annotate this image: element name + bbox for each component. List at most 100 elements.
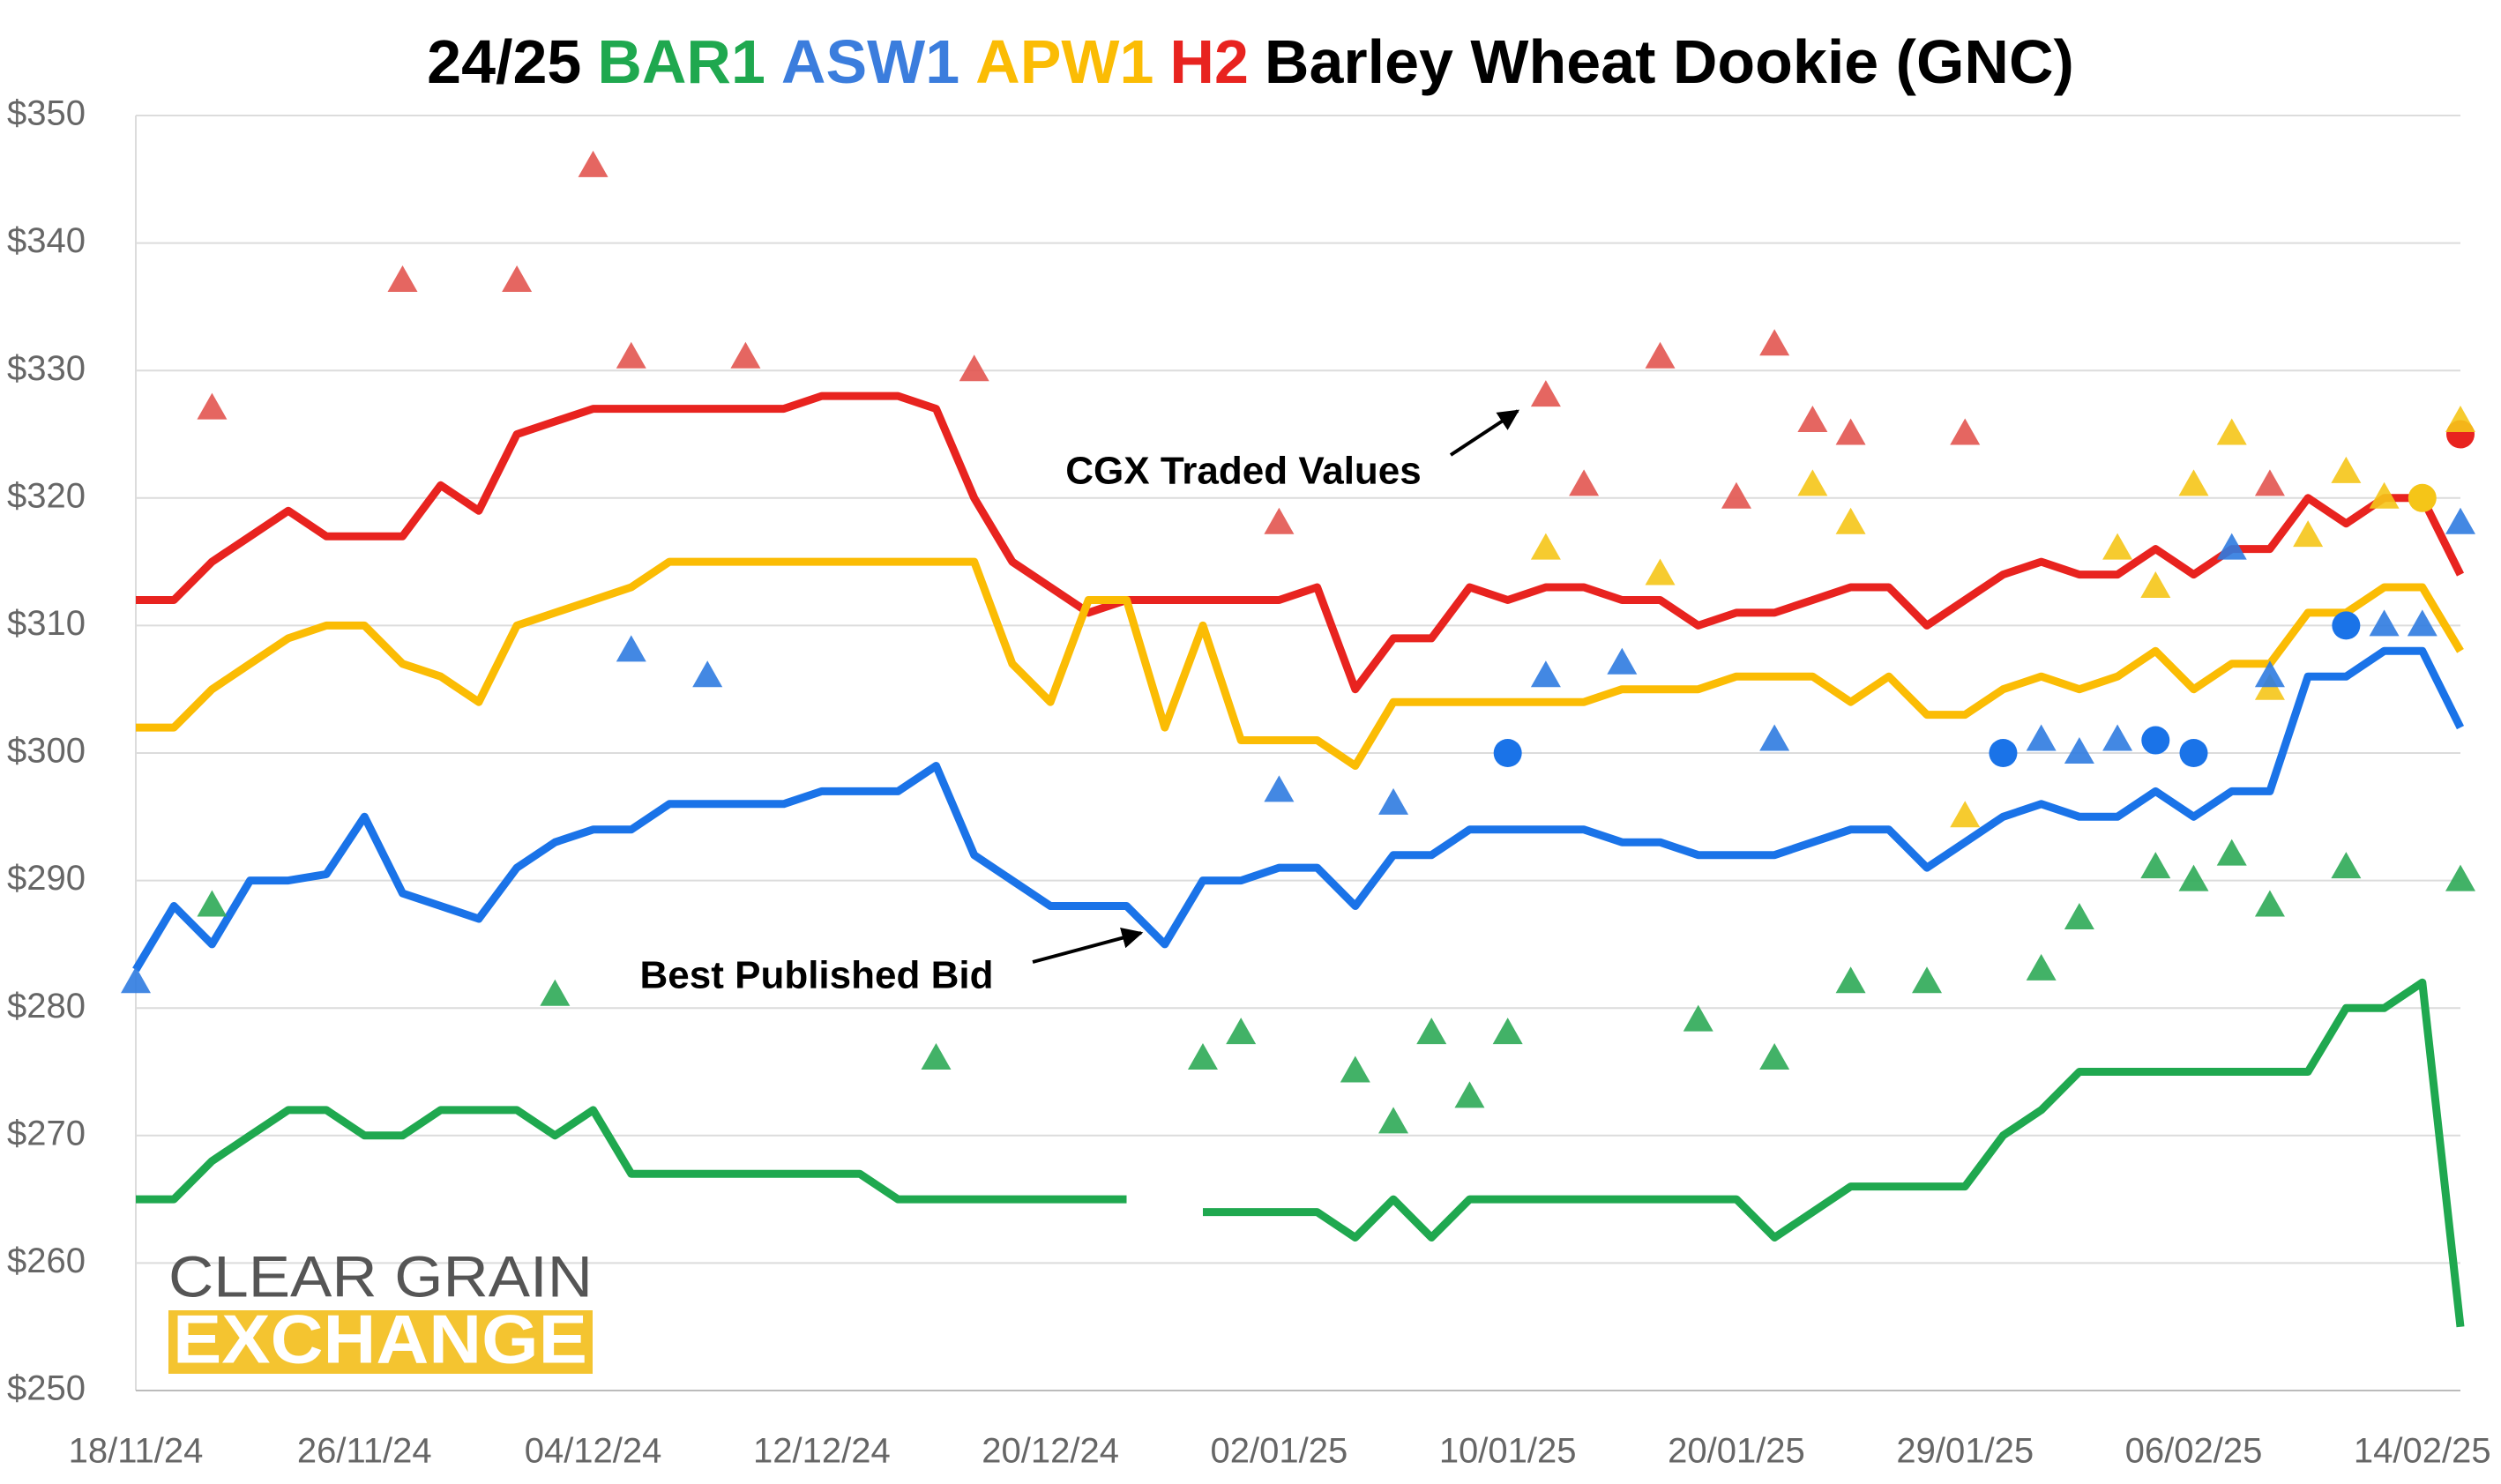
- traded-triangle: [2216, 839, 2247, 866]
- traded-triangle: [1797, 406, 1828, 433]
- title-part: BAR1: [597, 27, 765, 96]
- traded-triangle: [616, 341, 646, 369]
- traded-triangle: [2369, 609, 2400, 637]
- traded-circle: [1989, 739, 2018, 767]
- traded-triangle: [1454, 1081, 1485, 1108]
- traded-triangle: [2102, 533, 2133, 560]
- x-tick-label: 20/01/25: [1668, 1432, 1805, 1471]
- annotation: CGX Traded Values: [1065, 450, 1422, 493]
- traded-triangle: [1645, 558, 1676, 585]
- traded-triangle: [2369, 481, 2400, 509]
- x-tick-label: 04/12/24: [525, 1432, 662, 1471]
- x-tick-label: 29/01/25: [1896, 1432, 2034, 1471]
- y-tick-label: $270: [7, 1114, 86, 1152]
- x-tick-label: 10/01/25: [1439, 1432, 1577, 1471]
- traded-triangle: [2140, 852, 2171, 879]
- logo-bottom: EXCHANGE: [173, 1301, 587, 1378]
- traded-triangle: [540, 979, 571, 1006]
- y-tick-label: $310: [7, 604, 86, 643]
- traded-triangle: [2331, 456, 2362, 483]
- traded-triangle: [1797, 469, 1828, 496]
- traded-triangle: [2178, 864, 2209, 891]
- traded-triangle: [921, 1043, 952, 1070]
- traded-triangle: [1759, 724, 1790, 751]
- traded-triangle: [1530, 533, 1561, 560]
- traded-triangle: [2254, 469, 2285, 496]
- y-tick-label: $330: [7, 349, 86, 388]
- series-line: [136, 978, 2465, 1328]
- chart-title: 24/25 BAR1 ASW1 APW1 H2 Barley Wheat Dookie (…: [427, 27, 2074, 96]
- traded-triangle: [1530, 380, 1561, 407]
- traded-triangle: [1683, 1004, 1713, 1032]
- y-tick-label: $280: [7, 987, 86, 1025]
- x-tick-label: 20/12/24: [982, 1432, 1119, 1471]
- traded-triangle: [692, 660, 723, 688]
- x-tick-label: 14/02/25: [2354, 1432, 2491, 1471]
- traded-triangle: [2140, 571, 2171, 599]
- traded-triangle: [1912, 966, 1943, 994]
- traded-triangle: [2026, 953, 2057, 981]
- traded-triangle: [959, 354, 989, 382]
- traded-triangle: [1607, 647, 1638, 675]
- y-tick-label: $300: [7, 732, 86, 771]
- traded-triangle: [387, 265, 418, 292]
- traded-triangle: [1187, 1043, 1218, 1070]
- traded-triangle: [197, 392, 228, 420]
- series-line: [136, 392, 2465, 694]
- traded-triangle: [1264, 507, 1295, 534]
- y-tick-label: $340: [7, 221, 86, 260]
- series-line: [136, 557, 2464, 770]
- traded-triangle: [1645, 341, 1676, 369]
- traded-triangle: [197, 890, 228, 917]
- traded-triangle: [2254, 890, 2285, 917]
- traded-triangle: [616, 635, 646, 662]
- x-tick-label: 02/01/25: [1211, 1432, 1348, 1471]
- traded-triangle: [1759, 329, 1790, 356]
- title-part: ASW1: [781, 27, 959, 96]
- traded-triangle: [1950, 801, 1981, 828]
- traded-triangle: [1835, 418, 1866, 445]
- traded-triangle: [1759, 1043, 1790, 1070]
- logo-top: CLEAR GRAIN: [168, 1243, 593, 1309]
- annotation: Best Published Bid: [640, 954, 994, 997]
- traded-triangle: [1950, 418, 1981, 445]
- logo-box: [168, 1310, 593, 1374]
- x-tick-label: 12/12/24: [753, 1432, 891, 1471]
- traded-triangle: [2445, 406, 2475, 433]
- traded-triangle: [1416, 1018, 1447, 1045]
- traded-triangle: [1835, 507, 1866, 534]
- traded-triangle: [2293, 520, 2324, 548]
- traded-triangle: [578, 150, 608, 177]
- title-part: Barley Wheat Dookie (GNC): [1265, 27, 2074, 96]
- y-tick-label: $260: [7, 1242, 86, 1280]
- y-tick-label: $250: [7, 1369, 86, 1408]
- traded-circle: [2141, 726, 2170, 755]
- traded-circle: [2408, 483, 2437, 512]
- x-tick-label: 06/02/25: [2125, 1432, 2263, 1471]
- traded-triangle: [1492, 1018, 1523, 1045]
- traded-triangle: [2178, 469, 2209, 496]
- x-tick-label: 18/11/24: [69, 1432, 204, 1471]
- traded-triangle: [2102, 724, 2133, 751]
- y-tick-label: $350: [7, 94, 86, 133]
- traded-triangle: [2216, 418, 2247, 445]
- title-part: 24/25: [427, 27, 581, 96]
- series-line: [132, 646, 2465, 973]
- traded-triangle: [1340, 1055, 1370, 1083]
- traded-triangle: [121, 966, 151, 994]
- traded-circle: [1493, 739, 1522, 767]
- traded-triangle: [2026, 724, 2057, 751]
- y-tick-label: $290: [7, 859, 86, 898]
- traded-triangle: [1530, 660, 1561, 688]
- x-tick-label: 26/11/24: [297, 1432, 432, 1471]
- traded-triangle: [2445, 507, 2475, 534]
- traded-circle: [2332, 611, 2361, 640]
- traded-triangle: [1378, 1107, 1409, 1134]
- traded-triangle: [1378, 787, 1409, 815]
- annotation-arrow: [1449, 409, 1520, 457]
- traded-triangle: [2445, 864, 2475, 891]
- traded-triangle: [2331, 852, 2362, 879]
- traded-triangle: [1569, 469, 1600, 496]
- traded-triangle: [730, 341, 761, 369]
